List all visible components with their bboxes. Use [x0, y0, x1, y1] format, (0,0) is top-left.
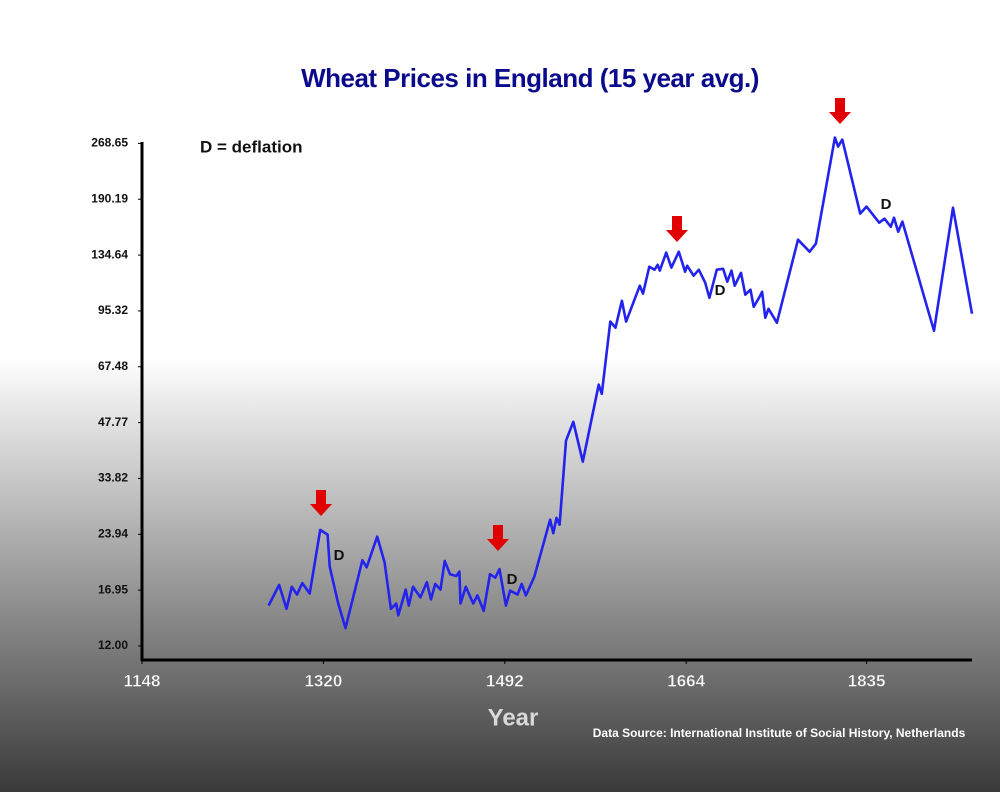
source: Data Source: International Institute of …: [593, 726, 966, 740]
arrow: [666, 216, 688, 242]
chart-title: Wheat Prices in England (15 year avg.): [301, 63, 759, 93]
annotation: D = deflation: [200, 137, 302, 156]
arrow: [310, 490, 332, 516]
price-line: [267, 136, 974, 630]
x-tick-label: 1320: [304, 671, 342, 690]
annotation: D: [881, 196, 892, 213]
y-tick-label: 67.48: [98, 359, 128, 373]
arrow: [829, 98, 851, 124]
y-tick-label: 23.94: [98, 526, 128, 540]
y-tick-label: 12.00: [98, 638, 128, 652]
x-tick-label: 1148: [124, 671, 161, 690]
y-tick-label: 190.19: [91, 191, 128, 205]
y-tick-label: 268.65: [91, 136, 128, 150]
x-tick-label: 1835: [848, 671, 886, 690]
arrows: [310, 98, 851, 551]
y-tick-label: 33.82: [98, 471, 128, 485]
x-axis-label: Year: [488, 704, 539, 731]
y-tick-label: 95.32: [98, 303, 128, 317]
annotation: D: [507, 571, 518, 588]
y-tick-label: 16.95: [98, 582, 128, 596]
annotation: D: [334, 547, 345, 564]
annotation: D: [715, 282, 726, 299]
x-tick-label: 1492: [486, 671, 524, 690]
arrow: [487, 525, 509, 551]
x-tick-label: 1664: [667, 671, 705, 690]
y-tick-label: 134.64: [91, 247, 128, 261]
y-tick-label: 47.77: [98, 415, 128, 429]
